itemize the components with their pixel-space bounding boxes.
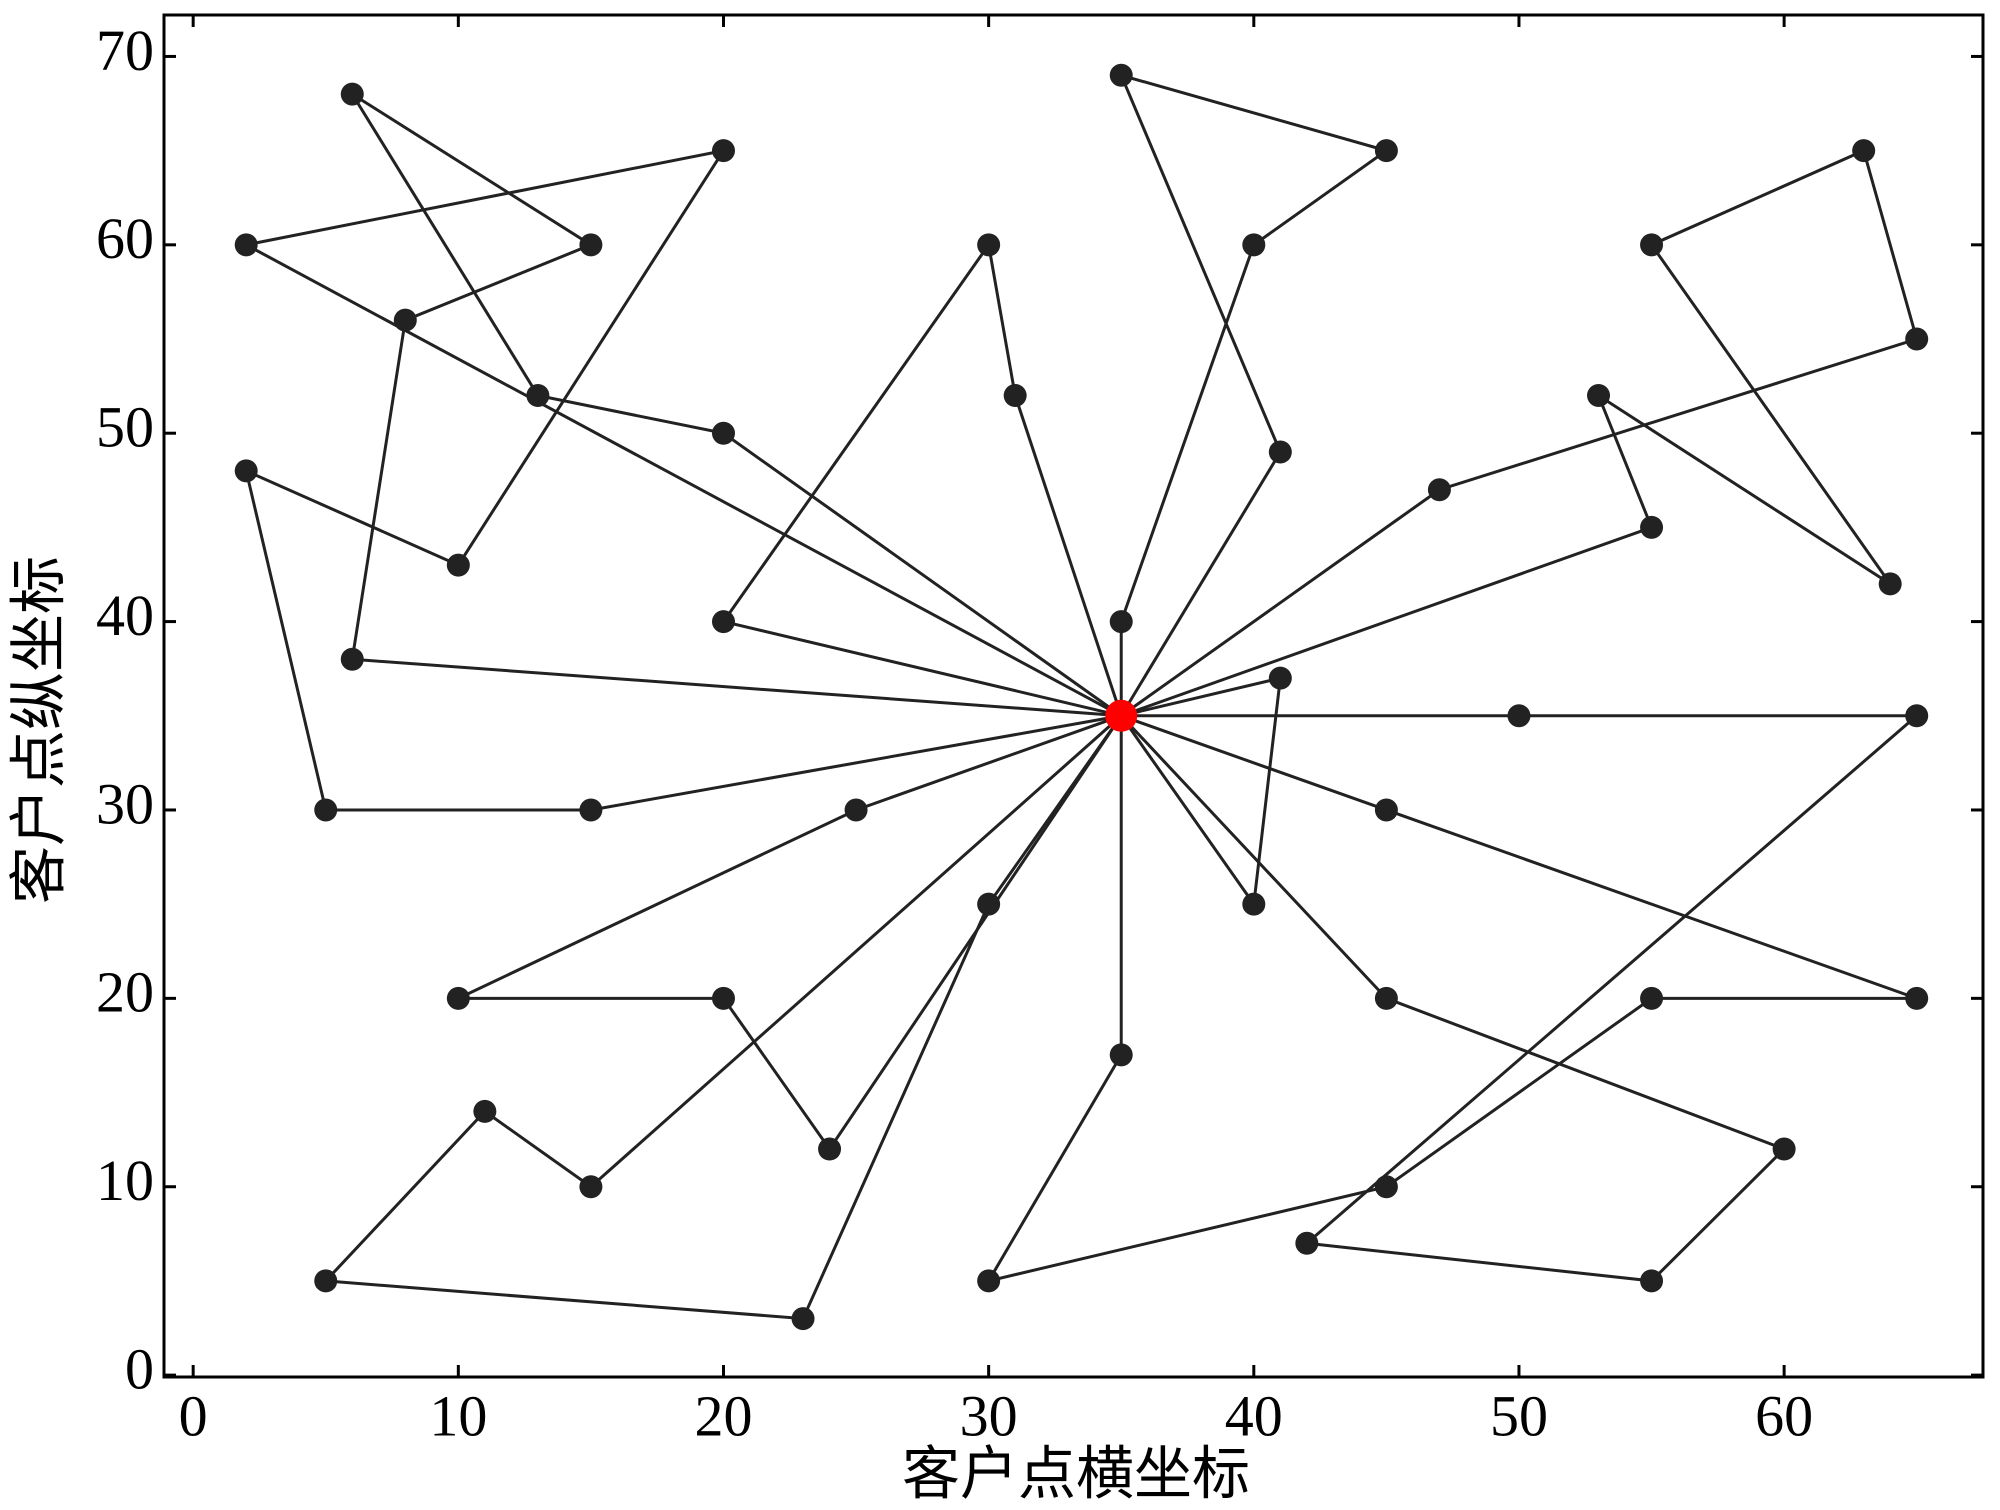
- route-line: [1118, 72, 1390, 717]
- customer-point: [1374, 986, 1398, 1010]
- customer-point: [526, 384, 550, 408]
- customer-point: [1374, 139, 1398, 163]
- route-line: [457, 714, 1123, 1152]
- x-tick-label: 0: [179, 1383, 208, 1448]
- customer-point: [1640, 233, 1664, 257]
- x-tick-label: 60: [1755, 1383, 1813, 1448]
- customer-point: [1268, 666, 1292, 690]
- y-tick-label: 70: [96, 18, 154, 83]
- customer-point: [818, 1137, 842, 1161]
- customer-point: [340, 647, 364, 671]
- customer-point: [1640, 1269, 1664, 1293]
- x-tick-label: 10: [429, 1383, 487, 1448]
- x-tick-label: 20: [694, 1383, 752, 1448]
- customer-point: [393, 308, 417, 332]
- x-tick-label: 50: [1490, 1383, 1548, 1448]
- customer-point: [1905, 986, 1929, 1010]
- y-tick-label: 30: [96, 771, 154, 836]
- customer-point: [977, 233, 1001, 257]
- customer-point: [314, 1269, 338, 1293]
- customer-point: [711, 421, 735, 445]
- customer-point: [711, 610, 735, 634]
- customer-point: [1295, 1231, 1319, 1255]
- customer-point: [473, 1099, 497, 1123]
- customer-point: [1374, 1175, 1398, 1199]
- customer-point: [791, 1307, 815, 1331]
- customer-point: [1878, 572, 1902, 596]
- customer-point: [1109, 1043, 1133, 1067]
- x-tick-label: 30: [960, 1383, 1018, 1448]
- customer-point: [234, 459, 258, 483]
- y-tick-label: 40: [96, 583, 154, 648]
- customer-point: [1374, 798, 1398, 822]
- customer-point: [1507, 704, 1531, 728]
- y-tick-label: 50: [96, 395, 154, 460]
- route-line: [1120, 148, 1919, 718]
- route-line: [1120, 676, 1283, 909]
- customer-point: [340, 82, 364, 106]
- customer-point: [1427, 478, 1451, 502]
- y-tick-label: 20: [96, 960, 154, 1025]
- customer-point: [1852, 139, 1876, 163]
- customer-point: [1640, 986, 1664, 1010]
- customer-point: [1268, 440, 1292, 464]
- y-tick-label: 60: [96, 206, 154, 271]
- customer-point: [711, 139, 735, 163]
- plot-frame: [162, 13, 1985, 1379]
- route-line: [322, 714, 1123, 1321]
- customer-point: [1242, 233, 1266, 257]
- y-tick-label: 0: [125, 1336, 154, 1401]
- customer-point: [1003, 384, 1027, 408]
- customer-point: [446, 986, 470, 1010]
- customer-point: [1772, 1137, 1796, 1161]
- customer-point: [579, 798, 603, 822]
- y-tick-label: 10: [96, 1148, 154, 1213]
- customer-point: [1109, 63, 1133, 87]
- customer-point: [314, 798, 338, 822]
- route-line: [1120, 714, 1921, 1283]
- customer-point: [1905, 327, 1929, 351]
- customer-point: [844, 798, 868, 822]
- customer-point: [446, 553, 470, 577]
- x-axis-title: 客户点横坐标: [902, 1441, 1250, 1506]
- route-line: [241, 148, 1122, 812]
- depot-point: [1105, 699, 1138, 732]
- route-line: [350, 92, 1123, 718]
- customer-point: [1242, 892, 1266, 916]
- customer-point: [1109, 610, 1133, 634]
- x-tick-label: 40: [1225, 1383, 1283, 1448]
- customer-point: [977, 892, 1001, 916]
- customer-point: [579, 233, 603, 257]
- customer-point: [234, 233, 258, 257]
- customer-point: [1905, 704, 1929, 728]
- route-line: [720, 241, 1123, 718]
- route-line: [985, 714, 1918, 1284]
- customer-point: [1640, 515, 1664, 539]
- customer-point: [579, 1175, 603, 1199]
- customer-point: [977, 1269, 1001, 1293]
- customer-point: [711, 986, 735, 1010]
- y-axis-title: 客户点纵坐标: [6, 556, 71, 904]
- customer-point: [1587, 384, 1611, 408]
